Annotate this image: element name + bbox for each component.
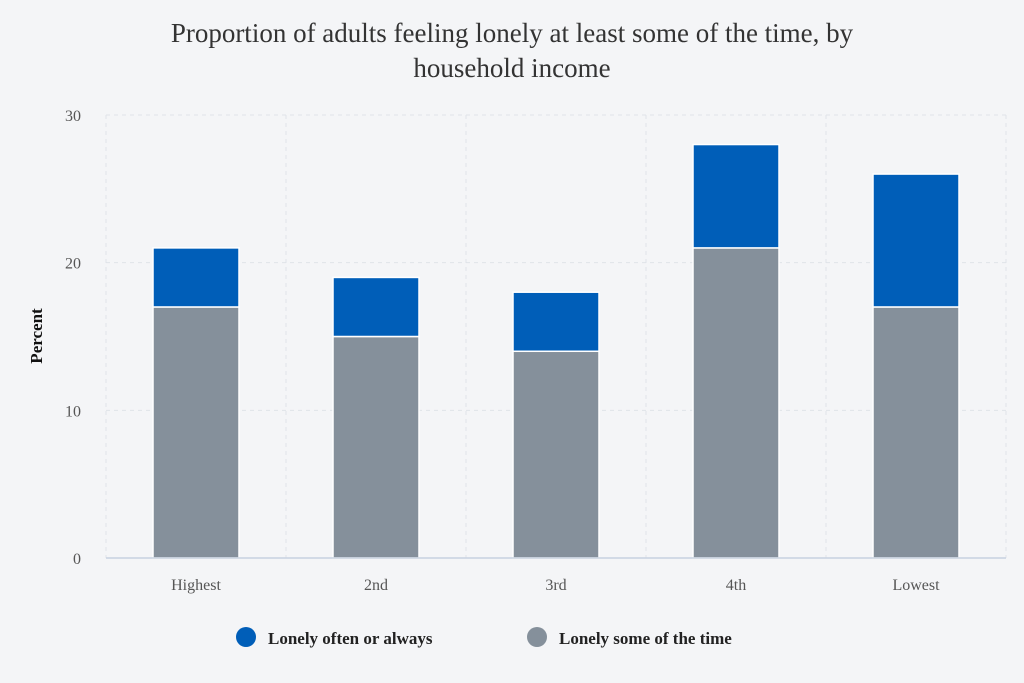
legend-label: Lonely often or always bbox=[268, 629, 433, 648]
bar-segment bbox=[332, 335, 420, 559]
bar-segment bbox=[512, 350, 600, 559]
y-tick-label: 20 bbox=[65, 256, 81, 273]
bar-segment bbox=[872, 173, 960, 308]
legend-marker bbox=[236, 627, 256, 647]
y-axis-label: Percent bbox=[27, 308, 46, 364]
bar-segment bbox=[152, 306, 240, 559]
x-tick-label: 2nd bbox=[364, 577, 388, 594]
bars bbox=[152, 143, 960, 559]
x-tick-label: 4th bbox=[726, 577, 746, 594]
x-tick-label: Lowest bbox=[892, 577, 940, 594]
axes: 0 10 20 30 Highest 2nd 3rd 4th Lowest bbox=[65, 108, 1006, 594]
y-tick-label: 30 bbox=[65, 108, 81, 125]
chart-title-line-2: household income bbox=[413, 53, 610, 83]
legend-label: Lonely some of the time bbox=[559, 629, 732, 648]
bar-segment bbox=[152, 247, 240, 308]
bar-segment bbox=[332, 276, 420, 338]
legend: Lonely often or always Lonely some of the… bbox=[236, 627, 732, 648]
y-tick-label: 10 bbox=[65, 403, 81, 420]
y-tick-label: 0 bbox=[73, 551, 81, 568]
bar-segment bbox=[692, 247, 780, 559]
bar-segment bbox=[512, 291, 600, 353]
legend-marker bbox=[527, 627, 547, 647]
bar-segment bbox=[872, 306, 960, 559]
x-tick-label: Highest bbox=[171, 577, 221, 594]
bar-segment bbox=[692, 143, 780, 249]
x-tick-label: 3rd bbox=[545, 577, 566, 594]
chart-title-line-1: Proportion of adults feeling lonely at l… bbox=[171, 18, 854, 48]
